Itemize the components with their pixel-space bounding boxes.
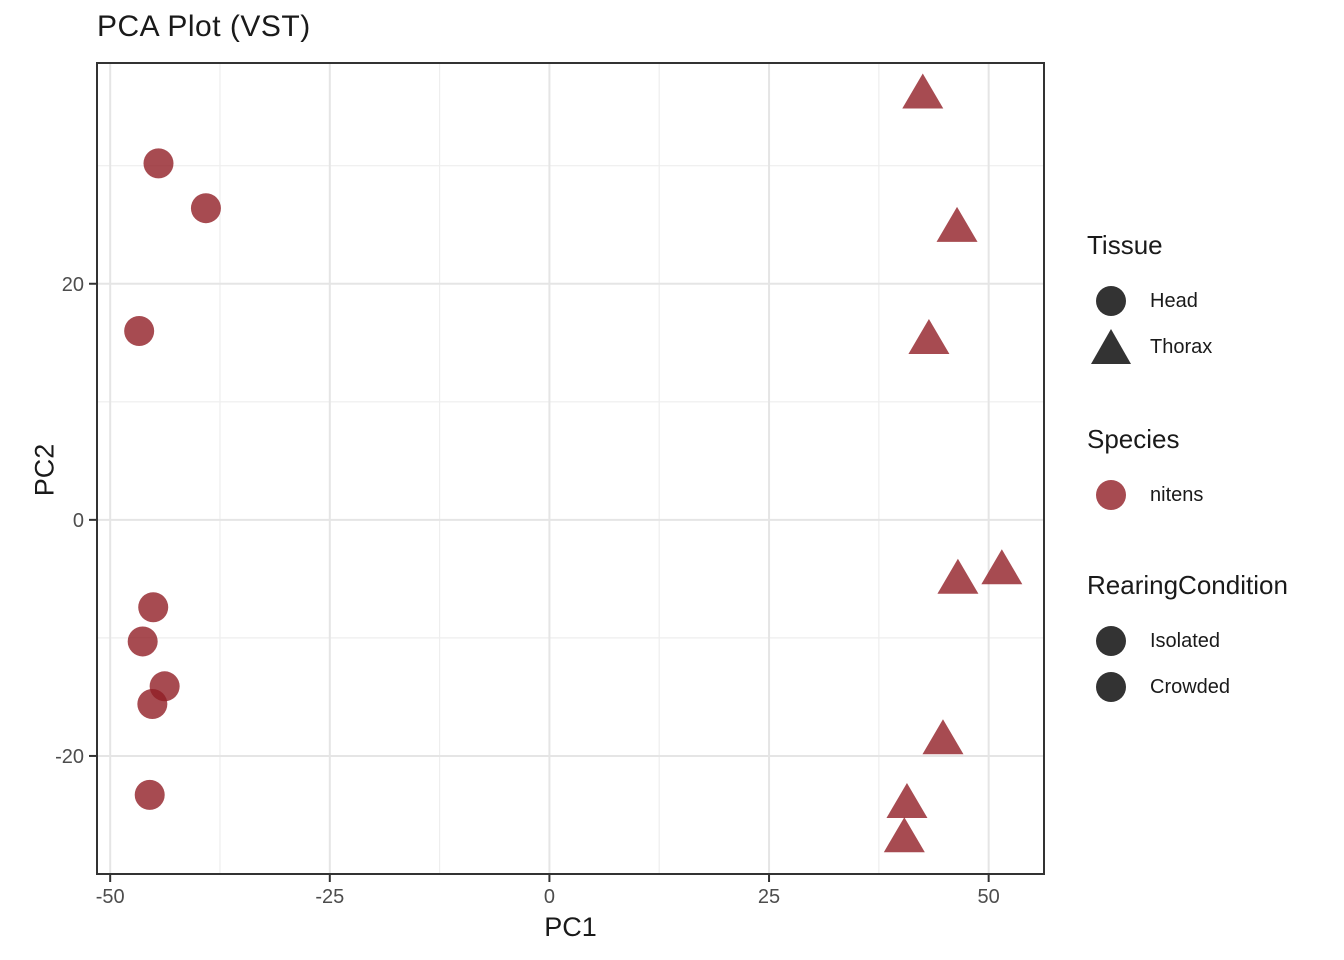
- data-point-thorax: [936, 206, 978, 242]
- legend-item-head: Head: [1087, 278, 1212, 324]
- legend-group-rearingcondition: RearingCondition Isolated Crowded: [1087, 570, 1288, 710]
- circle-icon: [1087, 667, 1135, 707]
- legend-label: Thorax: [1150, 335, 1213, 358]
- circle-icon: [1087, 621, 1135, 661]
- data-point-thorax: [981, 549, 1023, 585]
- legend-title: Species: [1087, 424, 1180, 454]
- y-axis-title: PC2: [29, 443, 60, 497]
- legend-item-thorax: Thorax: [1087, 324, 1212, 370]
- data-point-head: [137, 689, 168, 720]
- legend-group-tissue: Tissue Head Thorax: [1087, 230, 1212, 370]
- legend-label: Head: [1150, 289, 1198, 312]
- legend-label: Crowded: [1150, 675, 1231, 698]
- data-point-head: [124, 315, 155, 346]
- data-point-head: [127, 626, 158, 657]
- legend-title: RearingCondition: [1087, 570, 1288, 600]
- circle-icon: [1087, 281, 1135, 321]
- data-point-head: [190, 193, 221, 224]
- circle-icon: [1087, 475, 1135, 515]
- data-point-head: [134, 779, 165, 810]
- legend-title: Tissue: [1087, 230, 1163, 260]
- legend-item-crowded: Crowded: [1087, 664, 1288, 710]
- data-point-head: [138, 592, 169, 623]
- x-axis-title: PC1: [544, 912, 597, 942]
- data-point-thorax: [937, 558, 979, 594]
- y-tick-label: 20: [62, 274, 84, 296]
- x-tick-label: 25: [758, 886, 780, 908]
- y-tick-label: 0: [73, 510, 84, 532]
- x-tick-label: -25: [315, 886, 344, 908]
- panel-border: [96, 62, 1045, 875]
- data-point-thorax: [883, 817, 925, 853]
- data-point-thorax: [902, 73, 944, 109]
- legend-item-isolated: Isolated: [1087, 618, 1288, 664]
- legend-label: nitens: [1150, 483, 1204, 506]
- data-point-thorax: [922, 719, 964, 755]
- y-tick-label: -20: [55, 746, 84, 768]
- legend-group-species: Species nitens: [1087, 424, 1203, 518]
- data-point-head: [143, 148, 174, 179]
- x-tick-label: 50: [978, 886, 1000, 908]
- x-tick-label: 0: [544, 886, 555, 908]
- x-tick-label: -50: [96, 886, 125, 908]
- data-point-thorax: [886, 782, 928, 818]
- chart-title: PCA Plot (VST): [97, 10, 311, 43]
- panel-background: [97, 63, 1044, 874]
- legend-label: Isolated: [1150, 629, 1221, 652]
- triangle-icon: [1087, 327, 1135, 367]
- legend-item-nitens: nitens: [1087, 472, 1203, 518]
- data-point-thorax: [908, 319, 950, 355]
